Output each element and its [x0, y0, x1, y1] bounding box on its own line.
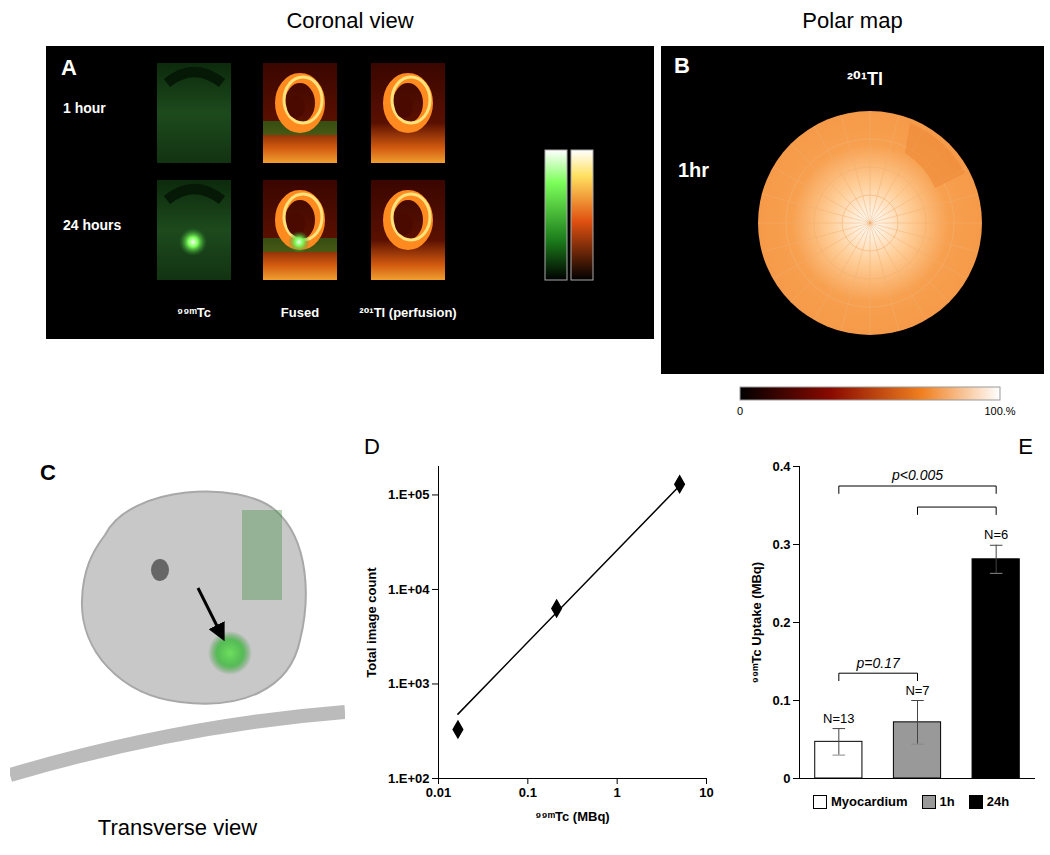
svg-text:N=6: N=6 [984, 527, 1008, 542]
html-text:1h: 1h [939, 794, 955, 809]
svg-text:N=13: N=13 [823, 711, 854, 726]
svg-text:1.E+03: 1.E+03 [388, 676, 430, 691]
html-text:E: E [1018, 434, 1033, 459]
html-text:Myocardium: Myocardium [830, 794, 908, 809]
svg-text:1.E+04: 1.E+04 [388, 582, 430, 597]
svg-text:²⁰¹Tl (perfusion): ²⁰¹Tl (perfusion) [359, 305, 456, 320]
svg-text:1.E+05: 1.E+05 [388, 487, 430, 502]
html-text:24h: 24h [986, 794, 1010, 809]
svg-text:1: 1 [614, 785, 621, 800]
svg-text:100.%: 100.% [984, 405, 1015, 417]
svg-text:1hr: 1hr [678, 159, 709, 181]
svg-text:²⁰¹Tl: ²⁰¹Tl [847, 69, 883, 89]
svg-text:0.3: 0.3 [772, 537, 790, 552]
svg-text:B: B [674, 53, 690, 78]
svg-text:Fused: Fused [281, 305, 319, 320]
html-text:Transverse view: Transverse view [97, 815, 258, 840]
html-text:Coronal view: Coronal view [286, 8, 414, 33]
svg-text:0.2: 0.2 [772, 615, 790, 630]
svg-text:p=0.17: p=0.17 [856, 655, 901, 671]
svg-text:0.01: 0.01 [426, 785, 451, 800]
svg-text:p<0.005: p<0.005 [891, 467, 943, 483]
svg-text:C: C [40, 460, 56, 485]
svg-text:⁹⁹ᵐTc Uptake (MBq): ⁹⁹ᵐTc Uptake (MBq) [749, 562, 764, 683]
svg-text:0: 0 [783, 771, 790, 786]
svg-text:1 hour: 1 hour [63, 100, 106, 116]
svg-text:0.4: 0.4 [772, 459, 791, 474]
svg-text:⁹⁹ᵐTc: ⁹⁹ᵐTc [177, 305, 211, 320]
svg-text:⁹⁹ᵐTc (MBq): ⁹⁹ᵐTc (MBq) [535, 809, 609, 824]
svg-text:0.1: 0.1 [772, 693, 790, 708]
html-text:D: D [364, 434, 380, 459]
svg-text:24 hours: 24 hours [63, 217, 122, 233]
svg-text:N=7: N=7 [905, 683, 929, 698]
svg-text:10: 10 [699, 785, 713, 800]
svg-text:0.1: 0.1 [519, 785, 537, 800]
html-text:Polar map: Polar map [802, 8, 903, 33]
svg-text:Total image count: Total image count [364, 567, 379, 678]
svg-text:0: 0 [737, 405, 743, 417]
svg-text:A: A [61, 55, 77, 80]
svg-text:1.E+02: 1.E+02 [388, 771, 430, 786]
